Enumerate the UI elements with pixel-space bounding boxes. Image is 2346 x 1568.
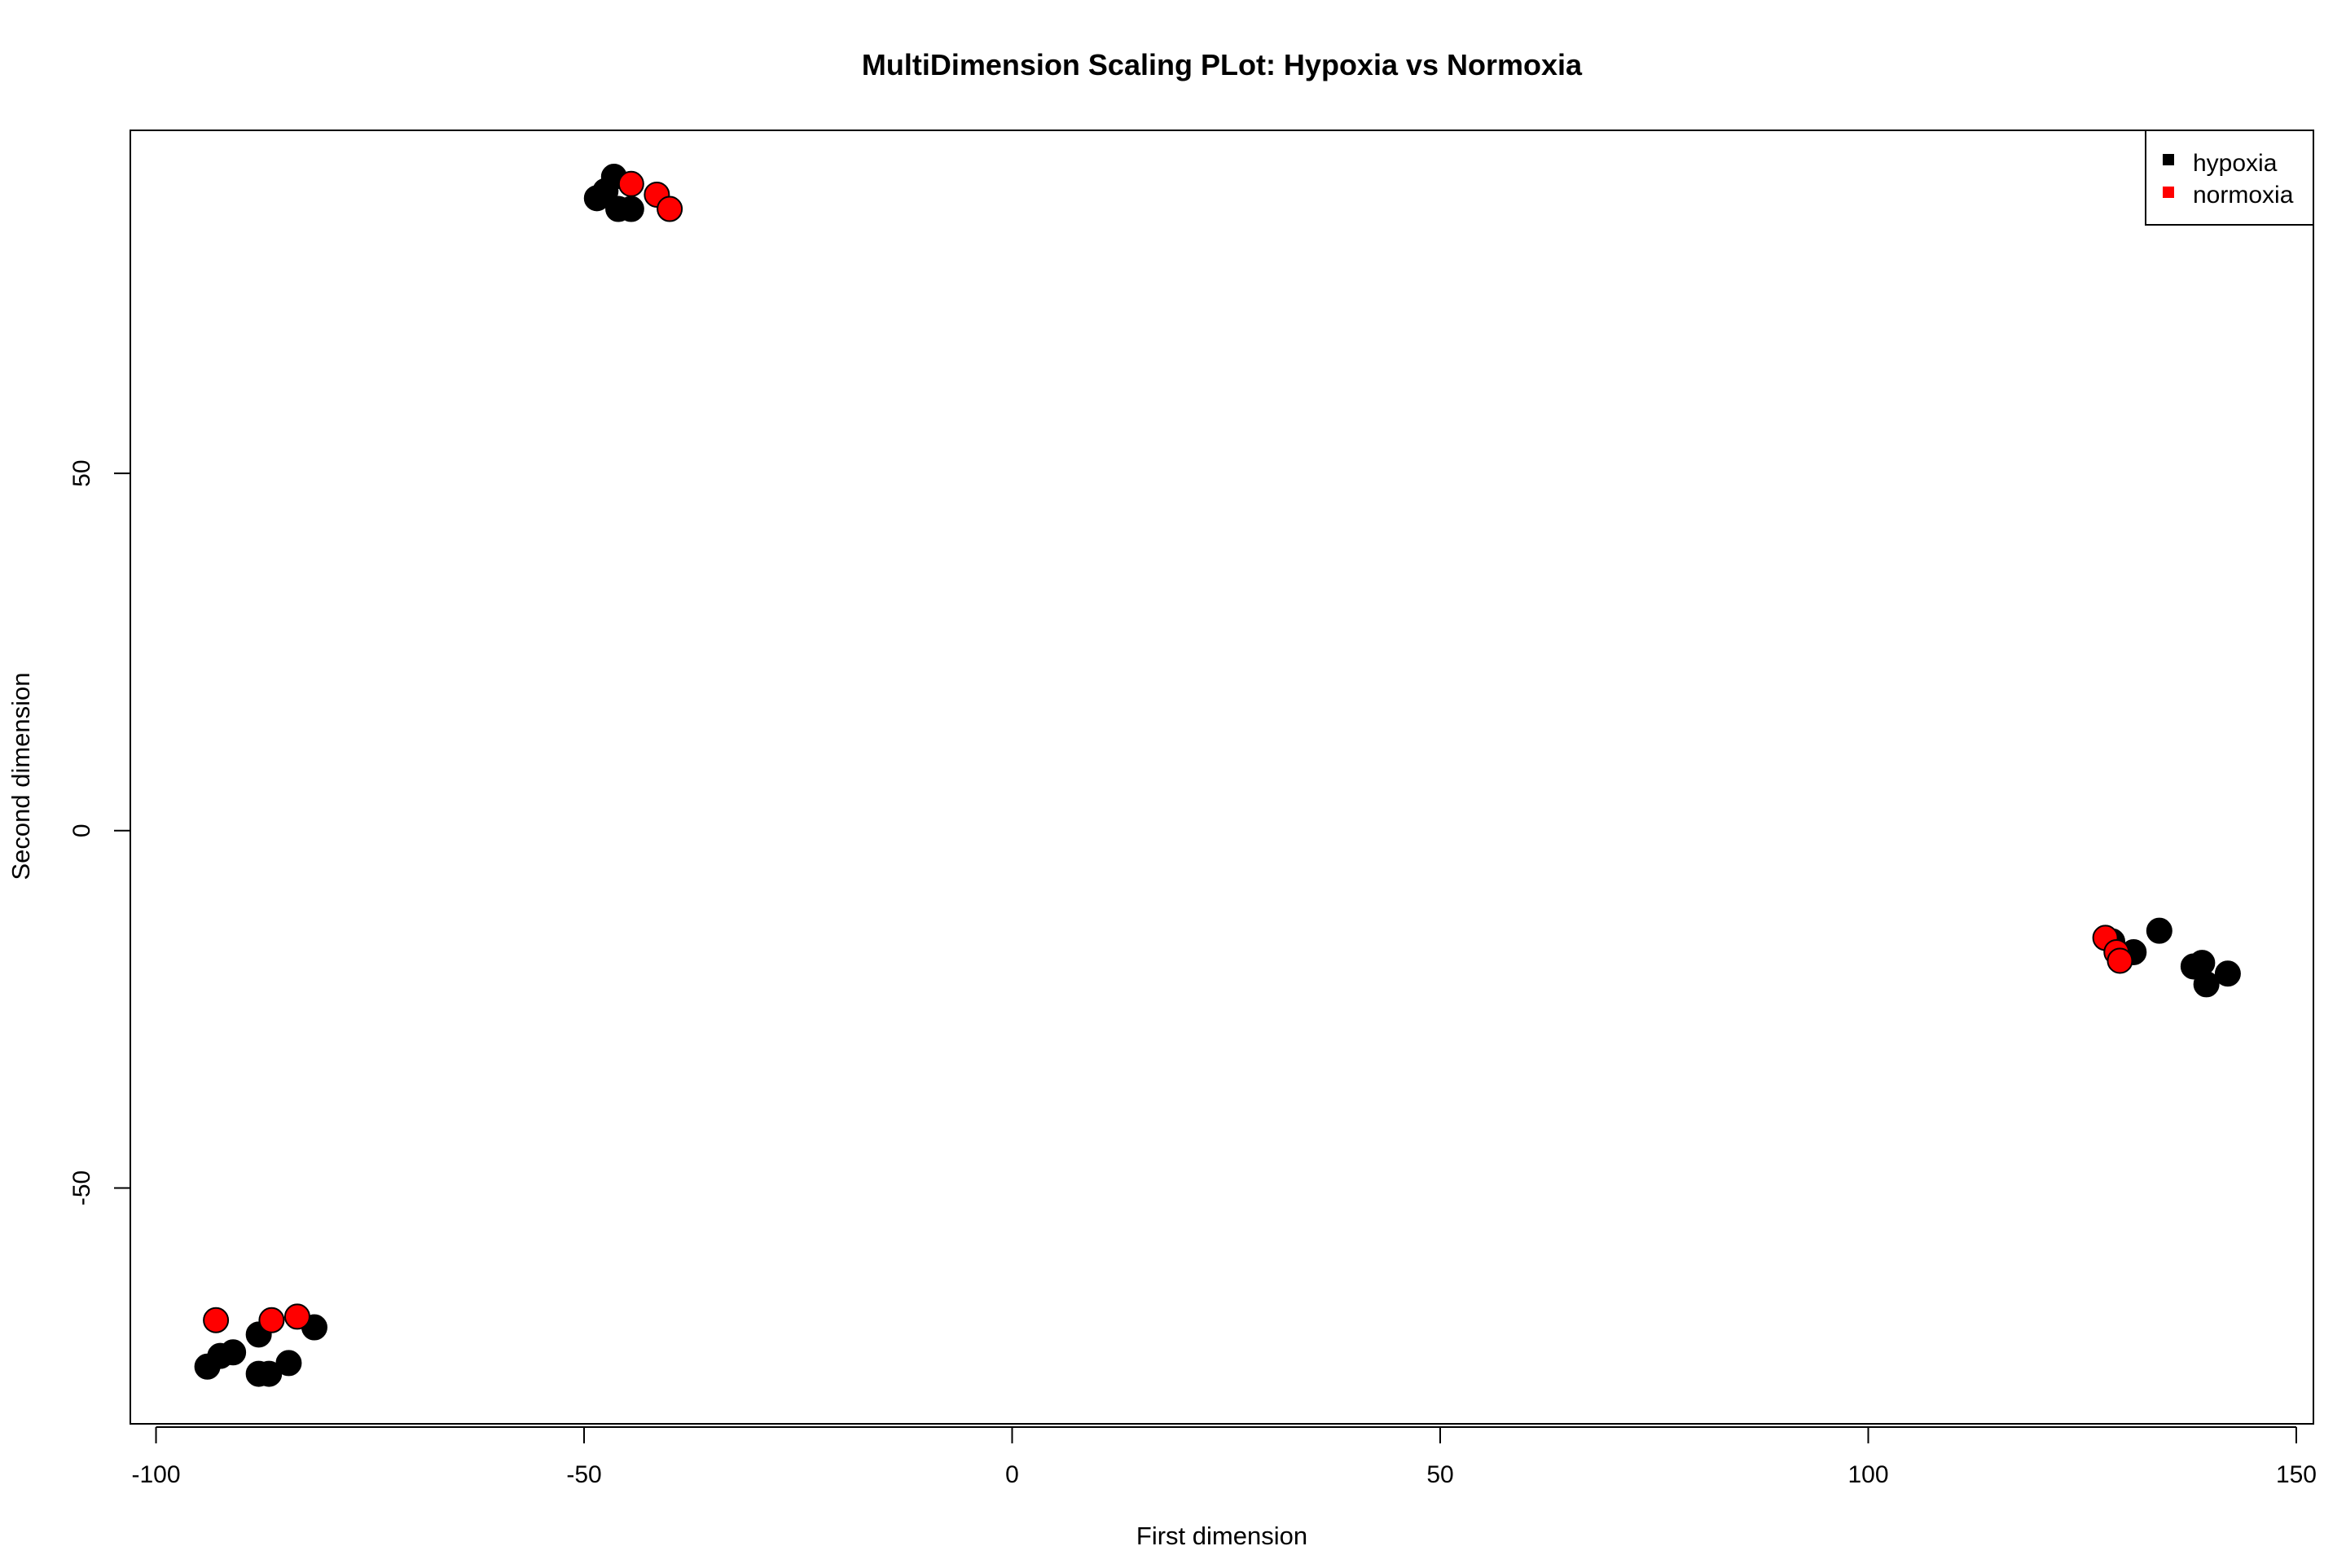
x-tick-label: 0 (1005, 1461, 1019, 1488)
data-point-hypoxia (2214, 960, 2241, 987)
data-point-normoxia (258, 1307, 285, 1333)
data-point-normoxia (283, 1303, 310, 1330)
data-point-normoxia (617, 170, 644, 197)
data-point-hypoxia (2189, 950, 2216, 977)
x-axis-label: First dimension (1136, 1522, 1307, 1550)
legend-swatch-normoxia (2163, 187, 2174, 198)
y-tick-label: 50 (68, 459, 95, 486)
data-point-hypoxia (2193, 971, 2220, 998)
data-point-hypoxia (617, 195, 644, 222)
legend-label-normoxia: normoxia (2193, 182, 2294, 209)
data-point-hypoxia (583, 185, 610, 212)
x-tick-label: 50 (1426, 1461, 1453, 1488)
x-tick-label: 100 (1847, 1461, 1888, 1488)
x-tick-label: -100 (132, 1461, 181, 1488)
data-point-hypoxia (2146, 917, 2172, 944)
data-point-normoxia (203, 1307, 230, 1333)
x-tick-label: -50 (566, 1461, 601, 1488)
data-point-hypoxia (220, 1339, 247, 1366)
x-axis: -100 -50 0 50 100 150 (132, 1426, 2317, 1488)
x-tick-label: 150 (2276, 1461, 2317, 1488)
y-tick-label: -50 (68, 1171, 95, 1206)
legend: hypoxia normoxia (2145, 130, 2314, 226)
data-point-normoxia (2107, 947, 2133, 974)
data-point-hypoxia (275, 1350, 302, 1377)
data-points (194, 164, 2241, 1387)
chart-title: MultiDimension Scaling PLot: Hypoxia vs … (862, 48, 1583, 81)
legend-box (2145, 130, 2314, 226)
y-axis: -50 0 50 (68, 459, 131, 1206)
y-tick-label: 0 (68, 824, 95, 837)
legend-label-hypoxia: hypoxia (2193, 150, 2278, 177)
legend-swatch-hypoxia (2163, 154, 2174, 165)
data-point-hypoxia (256, 1360, 283, 1387)
y-axis-label: Second dimension (7, 672, 35, 880)
data-point-normoxia (657, 195, 683, 222)
